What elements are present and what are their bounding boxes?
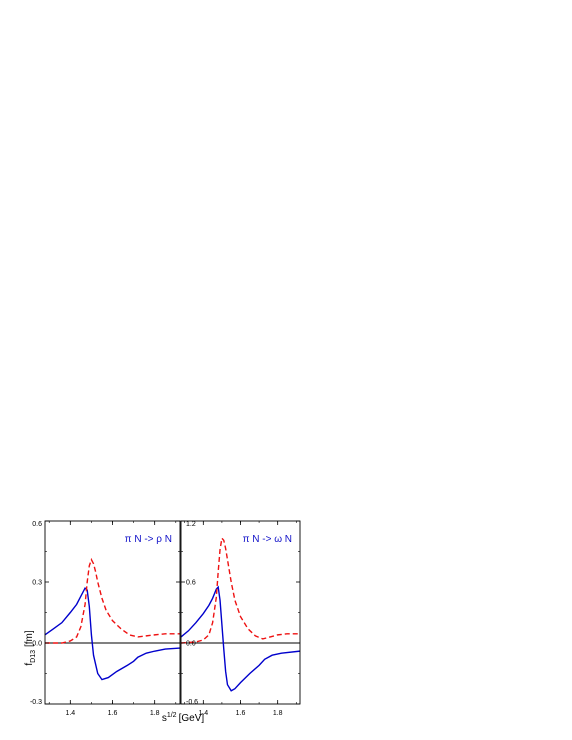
left-annotation: π N -> ρ N bbox=[125, 534, 172, 545]
right-y-tick-label: 0.6 bbox=[186, 580, 196, 587]
right-series-solid bbox=[180, 585, 301, 692]
right-annotation: π N -> ω N bbox=[243, 534, 292, 545]
right-x-tick-label: 1.6 bbox=[236, 710, 246, 717]
x-axis-label: s1/2 [GeV] bbox=[162, 712, 205, 724]
y-axis-label: fD13 [fm] bbox=[24, 630, 37, 666]
right-y-tick-label: 0.0 bbox=[186, 641, 196, 648]
y-axis-label-sub: D13 bbox=[30, 650, 37, 663]
right-x-tick-label: 1.8 bbox=[273, 710, 283, 717]
left-y-tick-label: 0.0 bbox=[32, 641, 42, 648]
x-axis-label-unit: [GeV] bbox=[179, 713, 205, 724]
y-axis-label-main: f bbox=[24, 663, 35, 666]
left-x-tick-label: 1.4 bbox=[65, 710, 75, 717]
panel-left: 1.4 1.6 1.8 -0.3 0.0 0.3 0.6 π N -> ρ N bbox=[30, 520, 181, 717]
right-y-tick-label: -0.6 bbox=[186, 699, 198, 706]
left-x-tick-label: 1.8 bbox=[150, 710, 160, 717]
right-series-dashed bbox=[180, 536, 300, 644]
right-y-tick-label: 1.2 bbox=[186, 521, 196, 528]
left-y-tick-label: 0.3 bbox=[32, 580, 42, 587]
right-plot-frame bbox=[180, 520, 301, 705]
panel-right: 1.4 1.6 1.8 -0.6 0.0 0.6 1.2 π N -> ω N bbox=[180, 520, 301, 717]
left-series-dashed bbox=[45, 557, 180, 644]
right-x-tick-label: 1.4 bbox=[198, 710, 208, 717]
y-axis-label-unit: [fm] bbox=[24, 630, 35, 647]
x-axis-label-sup: 1/2 bbox=[167, 712, 177, 719]
left-y-tick-label: -0.3 bbox=[30, 699, 42, 706]
x-axis-label-main: s bbox=[162, 713, 167, 724]
left-y-tick-label: 0.6 bbox=[32, 521, 42, 528]
left-series-solid bbox=[44, 586, 181, 681]
left-x-tick-label: 1.6 bbox=[108, 710, 118, 717]
left-plot-frame bbox=[44, 520, 181, 705]
